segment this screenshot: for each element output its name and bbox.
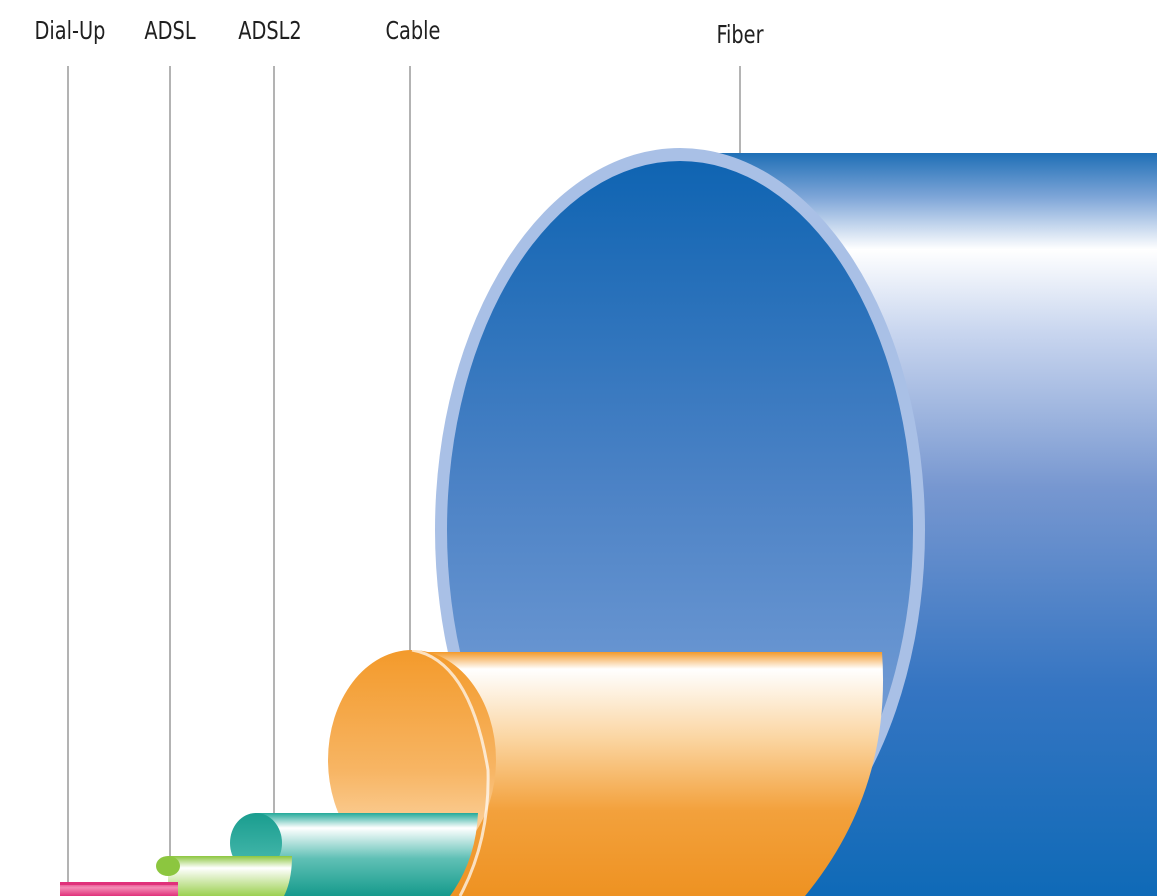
label-fiber: Fiber	[716, 20, 764, 49]
label-adsl2: ADSL2	[238, 16, 302, 45]
label-dialup: Dial-Up	[34, 16, 106, 45]
label-cable: Cable	[385, 16, 441, 45]
pipe-adsl	[156, 856, 292, 896]
pipe-dialup	[60, 882, 178, 896]
label-adsl: ADSL	[144, 16, 196, 45]
